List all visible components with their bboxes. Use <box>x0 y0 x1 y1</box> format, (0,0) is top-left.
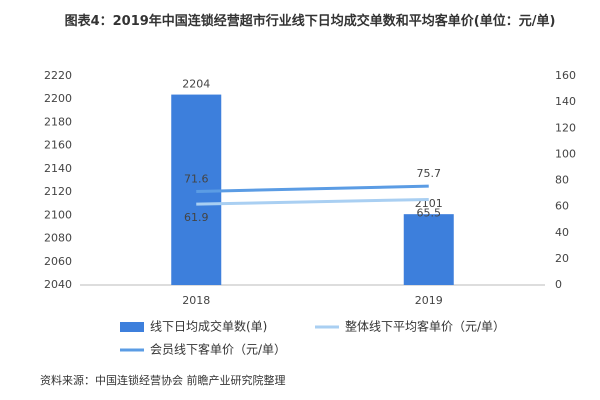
chart-title: 图表4：2019年中国连锁经营超市行业线下日均成交单数和平均客单价(单位：元/单… <box>64 14 556 29</box>
y2-tick-label: 120 <box>555 121 576 134</box>
y-tick-label: 2100 <box>44 208 72 221</box>
y2-tick-label: 40 <box>555 226 569 239</box>
y-tick-label: 2220 <box>44 69 72 82</box>
data-label: 65.5 <box>417 206 442 219</box>
x-tick-label: 2019 <box>415 294 443 307</box>
y-tick-label: 2040 <box>44 278 72 291</box>
y2-tick-label: 60 <box>555 200 569 213</box>
line <box>196 184 429 193</box>
data-label: 71.6 <box>184 172 209 185</box>
data-label: 61.9 <box>184 211 209 224</box>
y-tick-label: 2180 <box>44 115 72 128</box>
legend-label: 整体线下平均客单价（元/单） <box>345 319 505 334</box>
y2-tick-label: 20 <box>555 252 569 265</box>
y2-tick-label: 160 <box>555 69 576 82</box>
y2-tick-label: 80 <box>555 174 569 187</box>
data-label: 75.7 <box>417 167 442 180</box>
data-label: 2204 <box>182 78 210 91</box>
y-tick-label: 2160 <box>44 139 72 152</box>
x-tick-label: 2018 <box>182 294 210 307</box>
y2-tick-label: 0 <box>555 278 562 291</box>
y2-tick-label: 140 <box>555 95 576 108</box>
y-tick-label: 2140 <box>44 162 72 175</box>
bar <box>403 214 454 285</box>
y-tick-label: 2200 <box>44 92 72 105</box>
y-tick-label: 2120 <box>44 185 72 198</box>
source-note: 资料来源：中国连锁经营协会 前瞻产业研究院整理 <box>40 374 286 387</box>
line <box>196 197 429 206</box>
y-tick-label: 2080 <box>44 232 72 245</box>
legend-label: 线下日均成交单数(单) <box>150 319 267 334</box>
legend-label: 会员线下客单价（元/单） <box>150 342 286 357</box>
legend-swatch <box>120 322 144 332</box>
y2-tick-label: 100 <box>555 147 576 160</box>
y-tick-label: 2060 <box>44 255 72 268</box>
